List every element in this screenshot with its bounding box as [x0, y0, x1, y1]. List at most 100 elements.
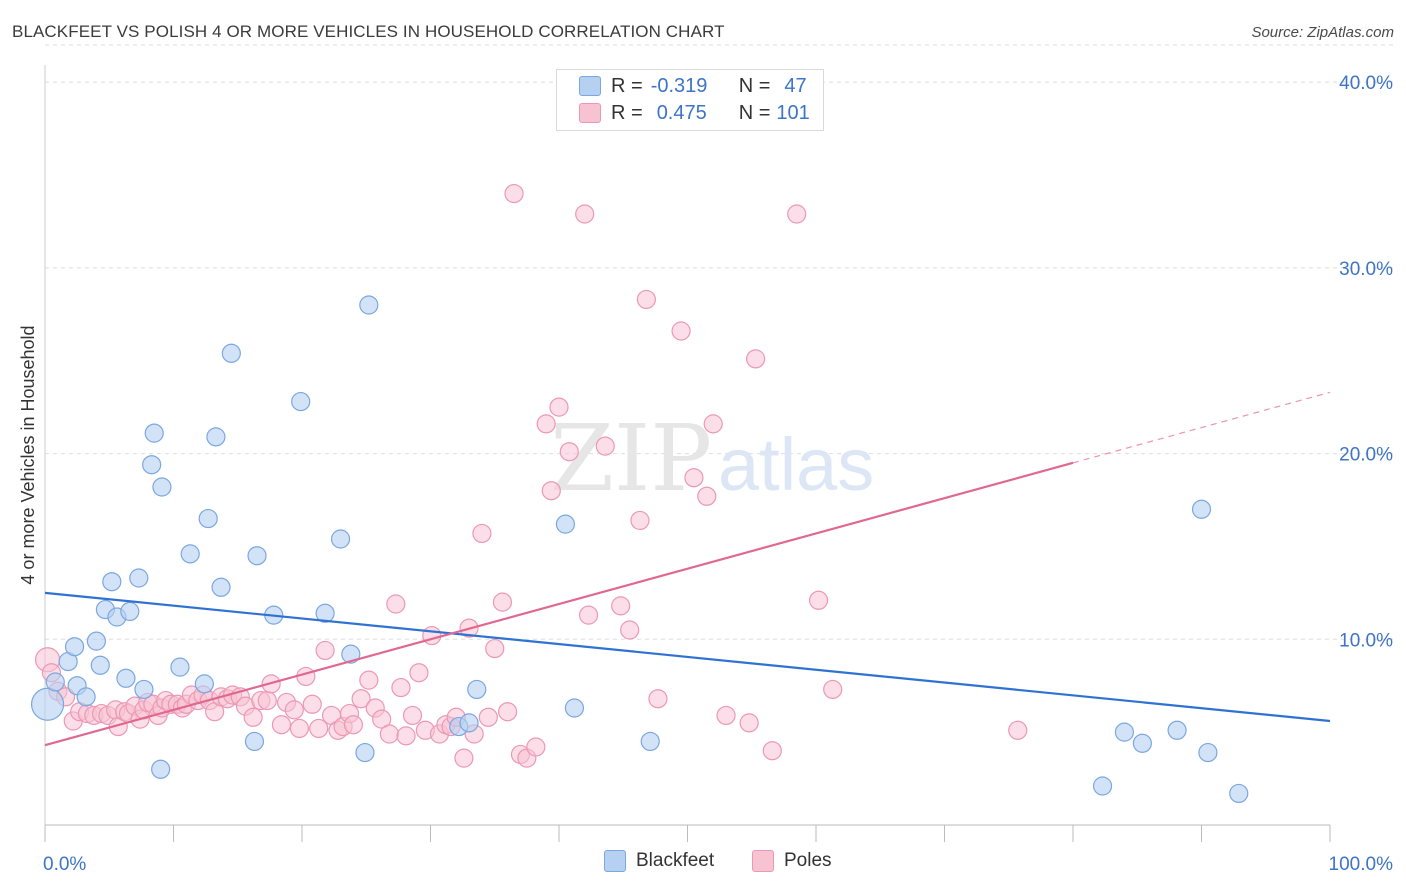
legend-label-blackfeet: Blackfeet — [636, 850, 715, 871]
blackfeet-point — [221, 343, 241, 363]
chart-title: BLACKFEET VS POLISH 4 OR MORE VEHICLES I… — [12, 22, 725, 41]
legend-swatch-poles — [752, 850, 774, 872]
source-label: Source: ZipAtlas.com — [1251, 24, 1394, 41]
legend-n-value: 101 — [776, 101, 810, 124]
blackfeet-point — [315, 603, 335, 623]
poles-point — [396, 726, 416, 746]
poles-point — [271, 715, 292, 735]
series-legend: Blackfeet Poles — [0, 850, 1406, 878]
legend-swatch-blackfeet — [579, 76, 601, 96]
legend-item-blackfeet[interactable]: Blackfeet — [604, 850, 714, 872]
poles-point — [697, 486, 717, 506]
blackfeet-point — [555, 514, 576, 534]
blackfeet-point — [170, 657, 190, 677]
poles-point — [630, 510, 650, 531]
blackfeet-point — [90, 655, 110, 675]
blackfeet-point — [206, 427, 226, 447]
poles-point — [485, 638, 505, 659]
blackfeet-point — [359, 295, 379, 315]
blackfeet-point — [134, 679, 154, 700]
poles-point — [372, 709, 392, 729]
poles-point — [289, 718, 310, 739]
poles-point — [257, 690, 277, 711]
watermark-atlas: atlas — [718, 423, 874, 506]
poles-point — [549, 397, 569, 417]
blackfeet-point — [1132, 733, 1152, 753]
poles-point — [309, 718, 329, 739]
blackfeet-point — [86, 631, 107, 651]
series-blackfeet-points — [30, 295, 1249, 804]
x-tick-label: 100.0% — [1329, 854, 1394, 875]
poles-point — [492, 592, 513, 612]
legend-item-poles[interactable]: Poles — [752, 850, 832, 872]
poles-point — [648, 689, 668, 709]
poles-trendline-extension — [1072, 391, 1331, 464]
poles-point — [359, 670, 379, 690]
blackfeet-point — [45, 672, 65, 692]
legend-n-value: 47 — [784, 74, 807, 97]
blackfeet-point — [355, 742, 375, 763]
blackfeet-point — [76, 687, 96, 707]
poles-point — [575, 204, 595, 224]
poles-point — [386, 594, 406, 614]
poles-point — [808, 590, 829, 610]
blackfeet-point — [1229, 783, 1249, 804]
poles-point — [595, 436, 615, 456]
y-tick-label: 30.0% — [1339, 259, 1393, 280]
blackfeet-point — [129, 568, 149, 588]
blackfeet-point — [198, 508, 218, 529]
blackfeet-point — [120, 601, 140, 622]
blackfeet-point — [1191, 499, 1212, 519]
blackfeet-point — [64, 637, 85, 657]
poles-point — [379, 724, 399, 744]
poles-point — [498, 702, 518, 722]
poles-point — [611, 596, 631, 616]
legend-r-label: R = — [611, 101, 643, 124]
poles-point — [343, 715, 363, 735]
blackfeet-point — [1167, 720, 1187, 740]
poles-point — [684, 468, 704, 488]
poles-point — [243, 707, 263, 727]
poles-point — [578, 605, 599, 625]
poles-point — [315, 640, 335, 661]
poles-point — [823, 679, 843, 700]
poles-point — [296, 666, 316, 687]
blackfeet-point — [247, 546, 267, 566]
legend-n-label: N = — [738, 74, 771, 97]
poles-point — [351, 689, 371, 709]
poles-trendline — [44, 461, 1074, 747]
poles-point — [671, 321, 691, 341]
poles-point — [1008, 720, 1028, 740]
blackfeet-point — [116, 668, 136, 688]
poles-point — [391, 677, 411, 698]
poles-point — [739, 713, 759, 733]
poles-point — [526, 737, 546, 757]
y-tick-label: 40.0% — [1339, 73, 1393, 94]
poles-point — [504, 183, 524, 204]
blackfeet-point — [330, 529, 351, 549]
poles-point — [478, 707, 498, 727]
x-tick-label: 0.0% — [43, 854, 86, 875]
legend-label-poles: Poles — [784, 850, 832, 871]
poles-point — [716, 705, 736, 726]
tick-labels: 10.0% 20.0% 30.0% 40.0% 0.0% 100.0% — [43, 73, 1393, 875]
poles-point — [620, 620, 640, 640]
poles-point — [703, 414, 723, 434]
blackfeet-point — [1198, 742, 1218, 763]
blackfeet-point — [1092, 776, 1113, 796]
poles-point — [409, 663, 429, 683]
blackfeet-point — [151, 759, 171, 779]
blackfeet-point — [467, 679, 487, 700]
y-tick-label: 20.0% — [1339, 445, 1393, 466]
correlation-legend: R = -0.319 N = 47 R = 0.475 N = 101 — [556, 69, 824, 131]
blackfeet-point — [1114, 722, 1135, 742]
poles-point — [454, 748, 474, 768]
poles-point — [762, 741, 782, 761]
blackfeet-point — [341, 644, 361, 664]
legend-row-poles: R = 0.475 N = 101 — [579, 101, 810, 125]
blackfeet-point — [244, 731, 265, 752]
poles-point — [402, 705, 423, 726]
series-poles-points — [34, 183, 1028, 768]
poles-point — [472, 523, 492, 544]
